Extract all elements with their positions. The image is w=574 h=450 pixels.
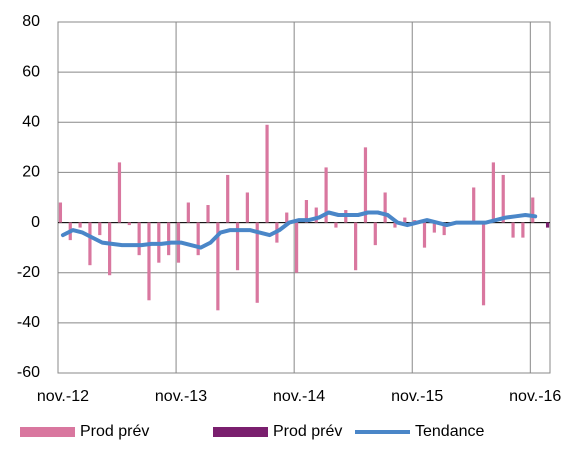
- bar: [117, 162, 122, 223]
- bar: [255, 222, 259, 303]
- legend-swatch: [20, 427, 75, 437]
- bar: [383, 192, 387, 223]
- bar: [442, 222, 446, 236]
- trend-line: [60, 210, 538, 250]
- bar: [432, 222, 436, 233]
- x-tick-label: nov.-13: [155, 388, 207, 405]
- y-tick-label: 0: [31, 214, 40, 231]
- bar: [58, 202, 63, 223]
- y-tick-label: 60: [22, 63, 40, 80]
- bar: [521, 222, 525, 238]
- legend-label: Prod prév: [273, 423, 342, 440]
- bar: [545, 222, 550, 228]
- bar: [196, 222, 200, 256]
- bar: [147, 222, 151, 301]
- bar: [88, 222, 92, 266]
- bar: [137, 222, 141, 256]
- bar: [235, 222, 240, 271]
- bar: [531, 197, 535, 223]
- bar: [363, 147, 368, 223]
- bar: [314, 207, 318, 223]
- bar: [304, 200, 309, 223]
- bar: [285, 212, 289, 223]
- bar: [98, 222, 102, 236]
- bar: [422, 222, 427, 248]
- bar: [393, 222, 397, 228]
- bar: [403, 217, 407, 223]
- x-tick-label: nov.-16: [509, 388, 561, 405]
- legend-label: Prod prév: [80, 423, 149, 440]
- bar: [216, 222, 220, 311]
- bar: [245, 192, 249, 223]
- bar: [78, 222, 82, 228]
- bar: [501, 174, 505, 223]
- bar: [186, 202, 190, 223]
- y-tick-label: -60: [17, 364, 40, 381]
- bar: [265, 124, 269, 223]
- bar: [511, 222, 515, 238]
- y-tick-label: -20: [17, 264, 40, 281]
- bar: [481, 222, 486, 306]
- bar: [472, 187, 476, 223]
- bar: [324, 167, 328, 223]
- y-tick-label: 80: [22, 13, 40, 30]
- bar: [373, 222, 377, 246]
- x-tick-label: nov.-14: [273, 388, 325, 405]
- bar: [354, 222, 358, 271]
- bar: [108, 222, 112, 276]
- bar: [226, 174, 230, 223]
- bar: [167, 222, 171, 256]
- bar: [294, 222, 299, 273]
- bar: [206, 205, 210, 223]
- bar: [334, 222, 338, 228]
- plot-frame: [57, 21, 551, 374]
- y-tick-label: 20: [22, 164, 40, 181]
- legend-swatch: [213, 427, 268, 437]
- legend-label: Tendance: [415, 423, 484, 440]
- bar: [127, 222, 131, 226]
- x-tick-label: nov.-12: [37, 388, 89, 405]
- y-tick-label: 40: [22, 114, 40, 131]
- y-tick-label: -40: [17, 314, 40, 331]
- x-tick-label: nov.-15: [391, 388, 443, 405]
- bar: [491, 162, 495, 223]
